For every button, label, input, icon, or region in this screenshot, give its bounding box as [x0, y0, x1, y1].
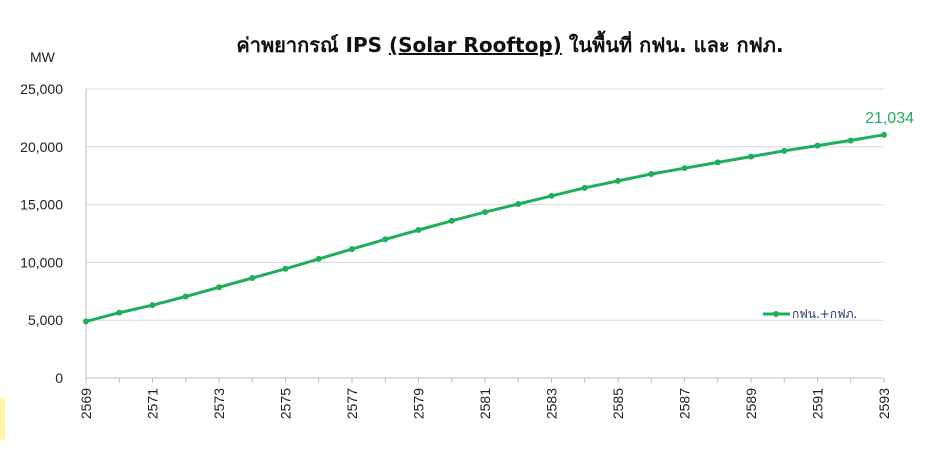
- data-point: [349, 246, 355, 253]
- data-point: [648, 170, 655, 177]
- y-tick-label: 15,000: [20, 197, 63, 213]
- data-point: [482, 209, 488, 216]
- data-point: [149, 302, 156, 309]
- data-point: [116, 309, 123, 316]
- axes: [85, 89, 885, 383]
- x-tick-label: 2575: [278, 388, 294, 419]
- x-tick-labels: 2569 2571 2573 2575 2577 2579 2581 2583 2585 2587…: [78, 388, 892, 419]
- x-tick-label: 2587: [677, 388, 693, 419]
- y-tick-label: 20,000: [20, 139, 63, 155]
- data-point: [581, 184, 588, 191]
- data-point: [681, 165, 688, 172]
- data-point: [415, 227, 422, 234]
- x-tick-label: 2585: [610, 388, 626, 419]
- series-lines: 21,034: [83, 110, 914, 325]
- legend-label: กฟน.+กฟภ.: [792, 307, 857, 321]
- y-axis-unit: MW: [30, 49, 56, 65]
- y-tick-label: 0: [55, 370, 63, 386]
- x-tick-label: 2591: [810, 388, 826, 419]
- y-tick-labels: 0 5,000 10,000 15,000 20,000 25,000: [20, 81, 63, 386]
- data-point: [382, 236, 389, 243]
- x-tick-label: 2579: [411, 388, 427, 419]
- data-point: [515, 201, 522, 208]
- series-line: [85, 133, 885, 323]
- grid-lines: [86, 88, 884, 321]
- x-tick-label: 2577: [344, 388, 360, 419]
- data-point: [448, 217, 455, 224]
- legend-marker: [773, 311, 779, 317]
- end-data-label: 21,034: [865, 110, 914, 127]
- chart-title-part-3: ในพื้นที่ กฟน. และ กฟภ.: [562, 30, 784, 57]
- data-point: [748, 153, 754, 160]
- y-tick-label: 25,000: [20, 81, 63, 97]
- y-tick-label: 5,000: [28, 312, 63, 328]
- data-point: [847, 137, 854, 144]
- chart-title-part-1: ค่าพยากรณ์ IPS: [236, 33, 389, 57]
- data-point: [282, 265, 289, 272]
- data-point: [249, 275, 256, 282]
- x-tick-label: 2583: [544, 388, 560, 419]
- x-tick-label: 2593: [876, 388, 892, 419]
- highlight-mark: [0, 398, 5, 440]
- x-tick-label: 2573: [211, 388, 227, 419]
- data-point: [714, 159, 721, 166]
- x-tick-label: 2581: [477, 388, 493, 419]
- x-tick-label: 2589: [743, 388, 759, 419]
- data-point: [781, 147, 788, 154]
- data-point: [615, 177, 621, 184]
- x-tick-label: 2571: [145, 388, 161, 419]
- data-point: [814, 142, 821, 149]
- legend: กฟน.+กฟภ.: [763, 307, 857, 321]
- y-tick-label: 10,000: [20, 254, 63, 270]
- data-point: [182, 293, 189, 300]
- data-point: [83, 318, 89, 325]
- svg-text:ค่าพยากรณ์ IPS (Solar Rooftop): ค่าพยากรณ์ IPS (Solar Rooftop) ในพื้นที่…: [236, 30, 783, 57]
- data-point: [216, 284, 222, 291]
- chart-title: ค่าพยากรณ์ IPS (Solar Rooftop) ในพื้นที่…: [236, 30, 783, 57]
- x-tick-label: 2569: [78, 388, 94, 419]
- data-point: [548, 192, 555, 199]
- data-point: [315, 255, 322, 262]
- data-point: [881, 131, 887, 138]
- chart-title-part-2: (Solar Rooftop): [389, 33, 562, 57]
